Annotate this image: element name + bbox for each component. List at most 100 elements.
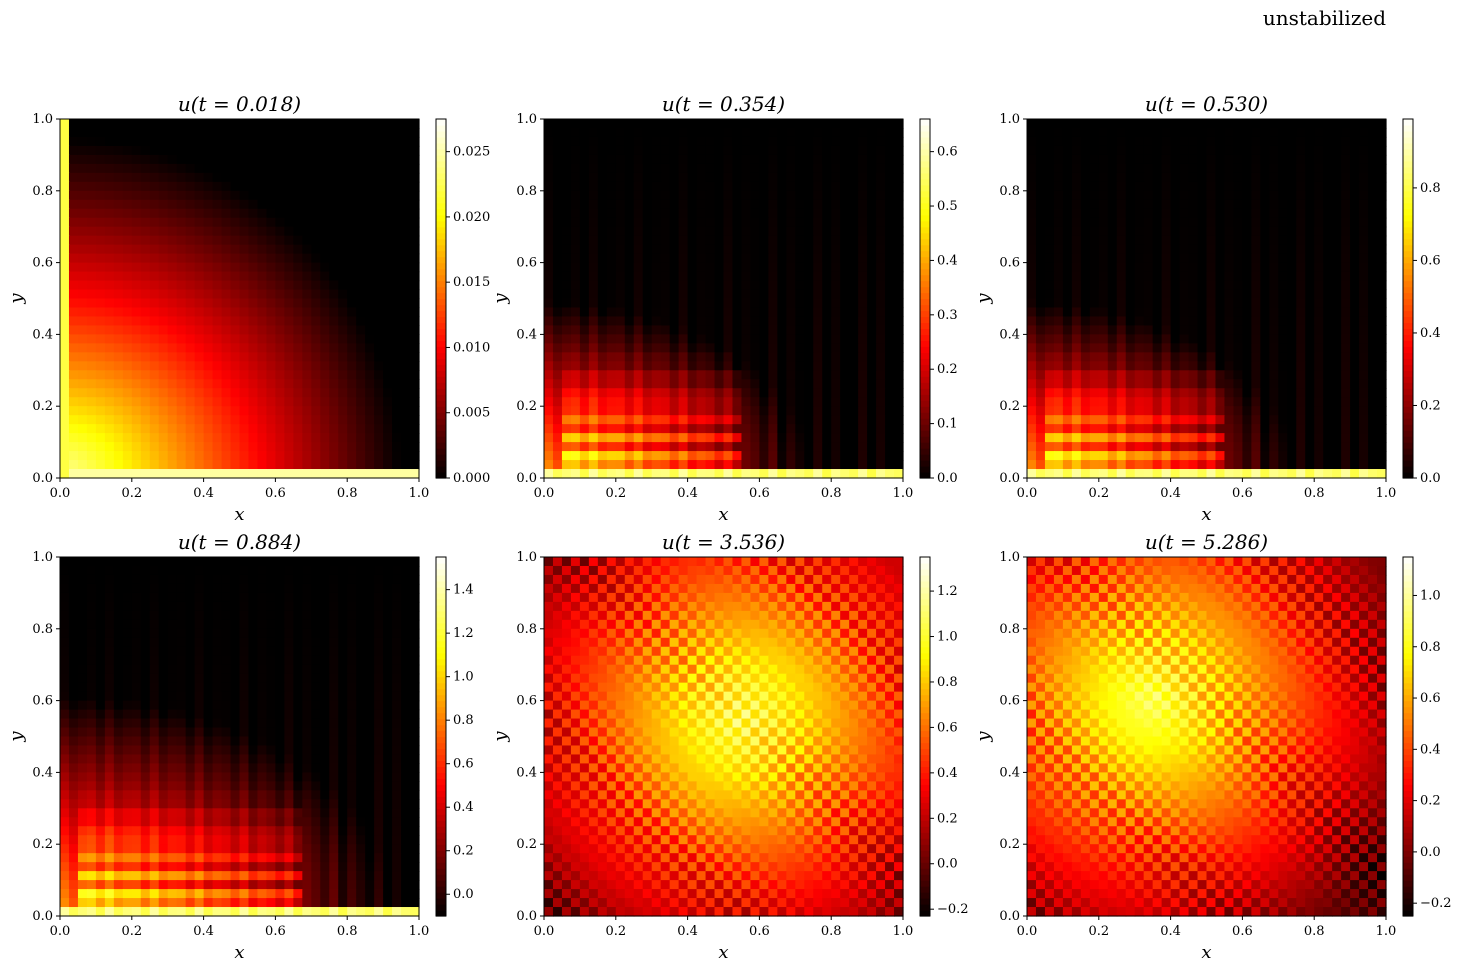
heatmap-cell (284, 289, 294, 300)
heatmap-cell (1305, 262, 1315, 273)
heatmap-cell (777, 334, 787, 344)
heatmap-cell (544, 460, 554, 470)
heatmap-cell (669, 262, 680, 273)
heatmap-cell (669, 226, 680, 237)
heatmap-cell (230, 154, 241, 165)
heatmap-cell (1278, 442, 1288, 452)
heatmap-cell (696, 235, 707, 246)
heatmap-cell (1251, 316, 1261, 327)
heatmap-cell (687, 253, 698, 264)
colorbar-segment (920, 304, 930, 312)
heatmap-cell (1027, 271, 1037, 282)
heatmap-cell (140, 397, 151, 407)
heatmap-cell (831, 415, 841, 425)
heatmap-cell (275, 145, 285, 156)
heatmap-cell (365, 163, 375, 174)
heatmap-cell (1233, 190, 1243, 201)
heatmap-cell (1278, 388, 1288, 398)
plot-frame (543, 118, 904, 479)
heatmap-cell (410, 397, 420, 407)
heatmap-cell (1296, 271, 1306, 282)
heatmap-cell (1215, 154, 1226, 165)
heatmap-cell (813, 217, 823, 228)
subplot-title: u(t = 0.354) (662, 92, 785, 116)
heatmap-cell (266, 460, 276, 470)
heatmap-cell (894, 145, 904, 156)
heatmap-cell (356, 460, 366, 470)
colorbar-segment (920, 202, 930, 210)
heatmap-cell (732, 226, 743, 237)
heatmap-cell (1278, 244, 1288, 255)
heatmap-cell (194, 262, 205, 273)
heatmap-cell (1314, 145, 1324, 156)
heatmap-cell (1027, 397, 1037, 407)
heatmap-cell (1053, 361, 1064, 371)
heatmap-cell (750, 451, 760, 461)
heatmap-cell (365, 415, 375, 425)
heatmap-cell (356, 163, 366, 174)
heatmap-cell (597, 136, 608, 147)
heatmap-cell (1341, 262, 1351, 273)
heatmap-cell (1098, 172, 1109, 183)
heatmap-cell (311, 334, 321, 344)
heatmap-cell (615, 388, 626, 398)
heatmap-cell (813, 379, 823, 389)
heatmap-cell (1107, 406, 1118, 416)
heatmap-cell (86, 181, 97, 192)
heatmap-cell (1035, 451, 1046, 461)
heatmap-cell (1278, 145, 1288, 156)
heatmap-cell (642, 298, 653, 309)
heatmap-cell (759, 343, 769, 353)
heatmap-cell (858, 424, 868, 434)
heatmap-cell (1188, 424, 1199, 434)
heatmap-cell (804, 289, 814, 300)
heatmap-cell (1089, 154, 1100, 165)
heatmap-cell (1233, 451, 1243, 461)
heatmap-cell (1152, 370, 1163, 380)
x-tick-label: 0.8 (337, 486, 358, 501)
heatmap-cell (1224, 352, 1235, 362)
heatmap-cell (347, 199, 357, 210)
heatmap-cell (167, 388, 178, 398)
heatmap-cell (786, 127, 796, 138)
heatmap-cell (1323, 136, 1333, 147)
heatmap-cell (1260, 343, 1270, 353)
heatmap-cell (293, 298, 303, 309)
heatmap-cell (1359, 163, 1369, 174)
heatmap-cell (876, 253, 886, 264)
heatmap-cell (158, 424, 169, 434)
heatmap-cell (1027, 361, 1037, 371)
heatmap-cell (1170, 217, 1181, 228)
heatmap-cell (257, 460, 268, 470)
heatmap-cell (221, 271, 232, 282)
heatmap-cell (1350, 172, 1360, 183)
heatmap-cell (705, 253, 716, 264)
heatmap-cell (876, 271, 886, 282)
heatmap-cell (95, 208, 106, 219)
heatmap-cell (392, 271, 402, 282)
heatmap-cell (60, 460, 70, 470)
heatmap-cell (1143, 145, 1154, 156)
heatmap-cell (401, 298, 411, 309)
heatmap-cell (221, 262, 232, 273)
colorbar-segment (436, 340, 446, 347)
heatmap-cell (795, 370, 805, 380)
heatmap-cell (552, 352, 563, 362)
heatmap-cell (588, 127, 599, 138)
heatmap-cell (831, 253, 841, 264)
heatmap-cell (176, 262, 187, 273)
heatmap-cell (561, 352, 572, 362)
heatmap-cell (1179, 136, 1190, 147)
heatmap-cell (552, 172, 563, 183)
heatmap-cell (544, 424, 554, 434)
heatmap-cell (410, 352, 420, 362)
heatmap-cell (1179, 370, 1190, 380)
heatmap-cell (606, 145, 617, 156)
heatmap-cell (1305, 424, 1315, 434)
heatmap-cell (1215, 271, 1226, 282)
heatmap-cell (1206, 388, 1217, 398)
heatmap-cell (86, 307, 97, 318)
heatmap-cell (1027, 181, 1037, 192)
heatmap-cell (561, 217, 572, 228)
heatmap-cell (203, 217, 214, 228)
